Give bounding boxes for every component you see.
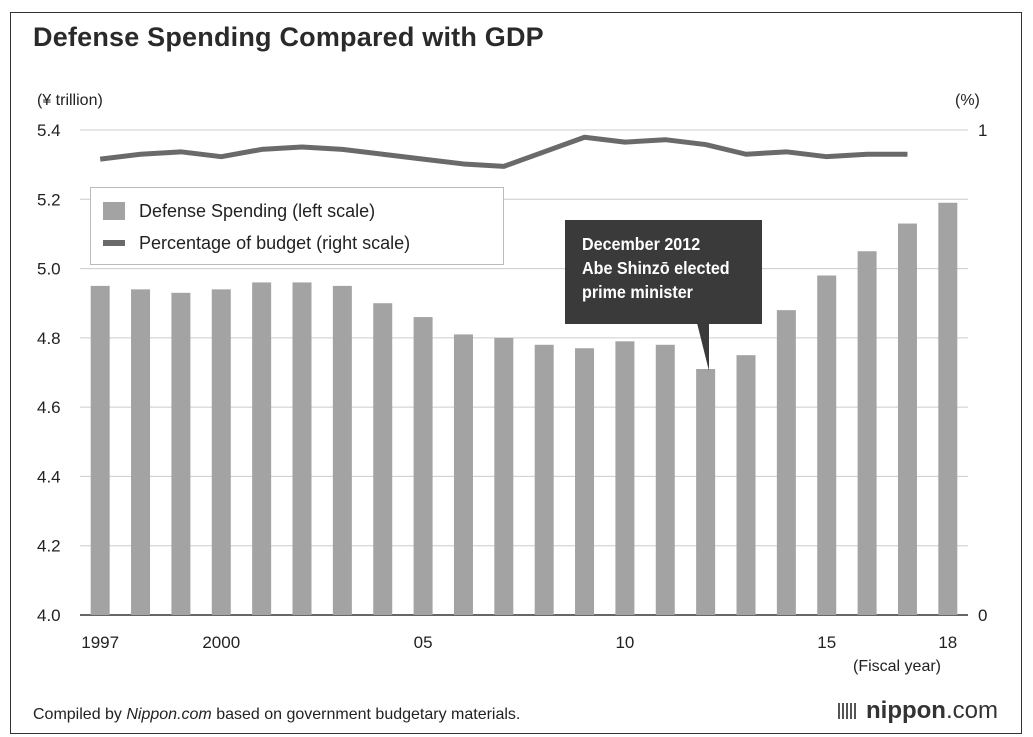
annotation-line-1: December 2012 <box>582 234 701 254</box>
x-tick-label: 10 <box>615 633 634 652</box>
right-tick-label: 0 <box>978 606 987 625</box>
annotation-line-2: Abe Shinzō elected <box>582 258 730 278</box>
right-tick-label: 1 <box>978 121 987 140</box>
x-tick-label: 2000 <box>202 633 240 652</box>
bar-2018 <box>938 202 958 615</box>
bar-2012 <box>696 369 716 615</box>
left-tick-label: 4.0 <box>37 606 61 625</box>
bar-1999 <box>171 292 191 615</box>
annotation-line-3: prime minister <box>582 282 693 302</box>
x-axis-unit: (Fiscal year) <box>853 658 941 675</box>
bar-2015 <box>817 275 837 615</box>
x-axis-ticks: 1997 2000 05 10 15 18 <box>81 633 957 652</box>
bar-2004 <box>373 303 393 615</box>
left-tick-label: 5.0 <box>37 260 61 279</box>
line-swatch-icon <box>103 240 125 246</box>
left-tick-label: 5.2 <box>37 190 61 209</box>
left-axis-ticks: 4.0 4.2 4.4 4.6 4.8 5.0 5.2 5.4 <box>37 121 61 625</box>
annotation-callout: December 2012 Abe Shinzō elected prime m… <box>565 220 762 324</box>
x-tick-label: 1997 <box>81 633 119 652</box>
legend-label-bars: Defense Spending (left scale) <box>139 200 376 221</box>
bar-2006 <box>453 334 473 615</box>
bar-2017 <box>897 223 917 616</box>
right-axis-unit: (%) <box>955 92 980 109</box>
brand-tld: .com <box>945 697 998 724</box>
left-tick-label: 5.4 <box>37 121 61 140</box>
bar-1998 <box>131 289 151 615</box>
chart-legend: Defense Spending (left scale) Percentage… <box>90 187 504 265</box>
bar-2001 <box>252 282 272 615</box>
source-suffix: based on government budgetary materials. <box>211 706 521 723</box>
brand-logo: nippon .com <box>838 697 998 725</box>
left-tick-label: 4.8 <box>37 329 61 348</box>
left-tick-label: 4.4 <box>37 467 61 486</box>
line-series <box>99 134 908 169</box>
bar-2005 <box>413 317 433 615</box>
legend-item-line: Percentage of budget (right scale) <box>91 228 410 258</box>
bar-2003 <box>332 285 352 615</box>
left-tick-label: 4.2 <box>37 537 61 556</box>
brand-name: nippon <box>866 697 946 724</box>
bar-2000 <box>211 289 231 615</box>
x-tick-label: 18 <box>938 633 957 652</box>
bar-2016 <box>857 251 877 615</box>
percentage-line <box>99 134 908 169</box>
left-axis-unit: (¥ trillion) <box>37 92 103 109</box>
bar-2013 <box>736 355 756 615</box>
source-name: Nippon.com <box>126 706 212 723</box>
source-prefix: Compiled by <box>33 706 127 723</box>
bar-2008 <box>534 344 554 615</box>
bar-1997 <box>90 285 110 615</box>
x-tick-label: 15 <box>817 633 836 652</box>
chart-title: Defense Spending Compared with GDP <box>33 22 544 52</box>
annotation-pointer <box>697 323 709 371</box>
bar-swatch-icon <box>103 202 125 220</box>
legend-label-line: Percentage of budget (right scale) <box>139 232 411 253</box>
bar-2007 <box>494 337 514 615</box>
left-tick-label: 4.6 <box>37 398 61 417</box>
source-note: Compiled by Nippon.com based on governme… <box>33 706 520 724</box>
bar-2011 <box>655 344 675 615</box>
right-axis-ticks: 01 <box>978 121 987 625</box>
bar-series <box>90 202 958 616</box>
bar-2002 <box>292 282 312 615</box>
bar-2010 <box>615 341 635 615</box>
brand-mark-icon <box>838 703 858 719</box>
bar-2014 <box>776 310 796 615</box>
x-tick-label: 05 <box>414 633 433 652</box>
bar-2009 <box>575 348 595 615</box>
legend-item-bars: Defense Spending (left scale) <box>91 196 375 226</box>
